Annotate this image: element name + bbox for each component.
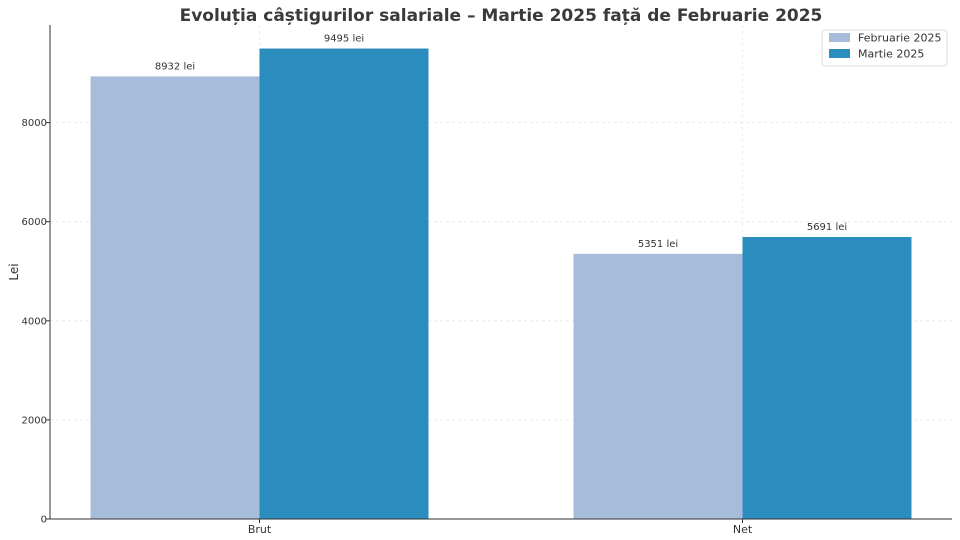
y-tick-label: 0	[41, 515, 47, 526]
legend-swatch	[829, 49, 850, 58]
y-tick-label: 8000	[22, 118, 47, 129]
legend-label: Martie 2025	[858, 48, 924, 61]
x-tick-label: Brut	[248, 523, 272, 536]
legend-box	[821, 29, 948, 67]
data-label: 9495 lei	[324, 34, 364, 45]
legend-label: Februarie 2025	[858, 32, 942, 45]
data-labels: 8932 lei 9495 lei 5351 lei 5691 lei	[155, 34, 847, 250]
bar-februarie-net	[573, 253, 743, 520]
data-label: 5691 lei	[807, 222, 847, 233]
y-tick-label: 6000	[22, 217, 47, 228]
bar-martie-brut	[259, 48, 429, 519]
legend-swatch	[829, 33, 850, 42]
bar-februarie-brut	[90, 76, 260, 520]
x-tick-label: Net	[733, 523, 753, 536]
data-label: 8932 lei	[155, 61, 195, 72]
bars	[90, 48, 912, 520]
y-tick-label: 2000	[22, 415, 47, 426]
y-ticks: 0 2000 4000 6000 8000	[22, 118, 50, 526]
legend: Februarie 2025 Martie 2025	[821, 29, 948, 67]
data-label: 5351 lei	[638, 239, 678, 250]
y-axis-label: Lei	[7, 263, 21, 280]
axes	[49, 25, 952, 520]
x-ticks: Brut Net	[248, 519, 753, 536]
bar-martie-net	[742, 237, 912, 519]
chart-title: Evoluția câștigurilor salariale – Martie…	[180, 6, 823, 26]
y-tick-label: 4000	[22, 316, 47, 327]
